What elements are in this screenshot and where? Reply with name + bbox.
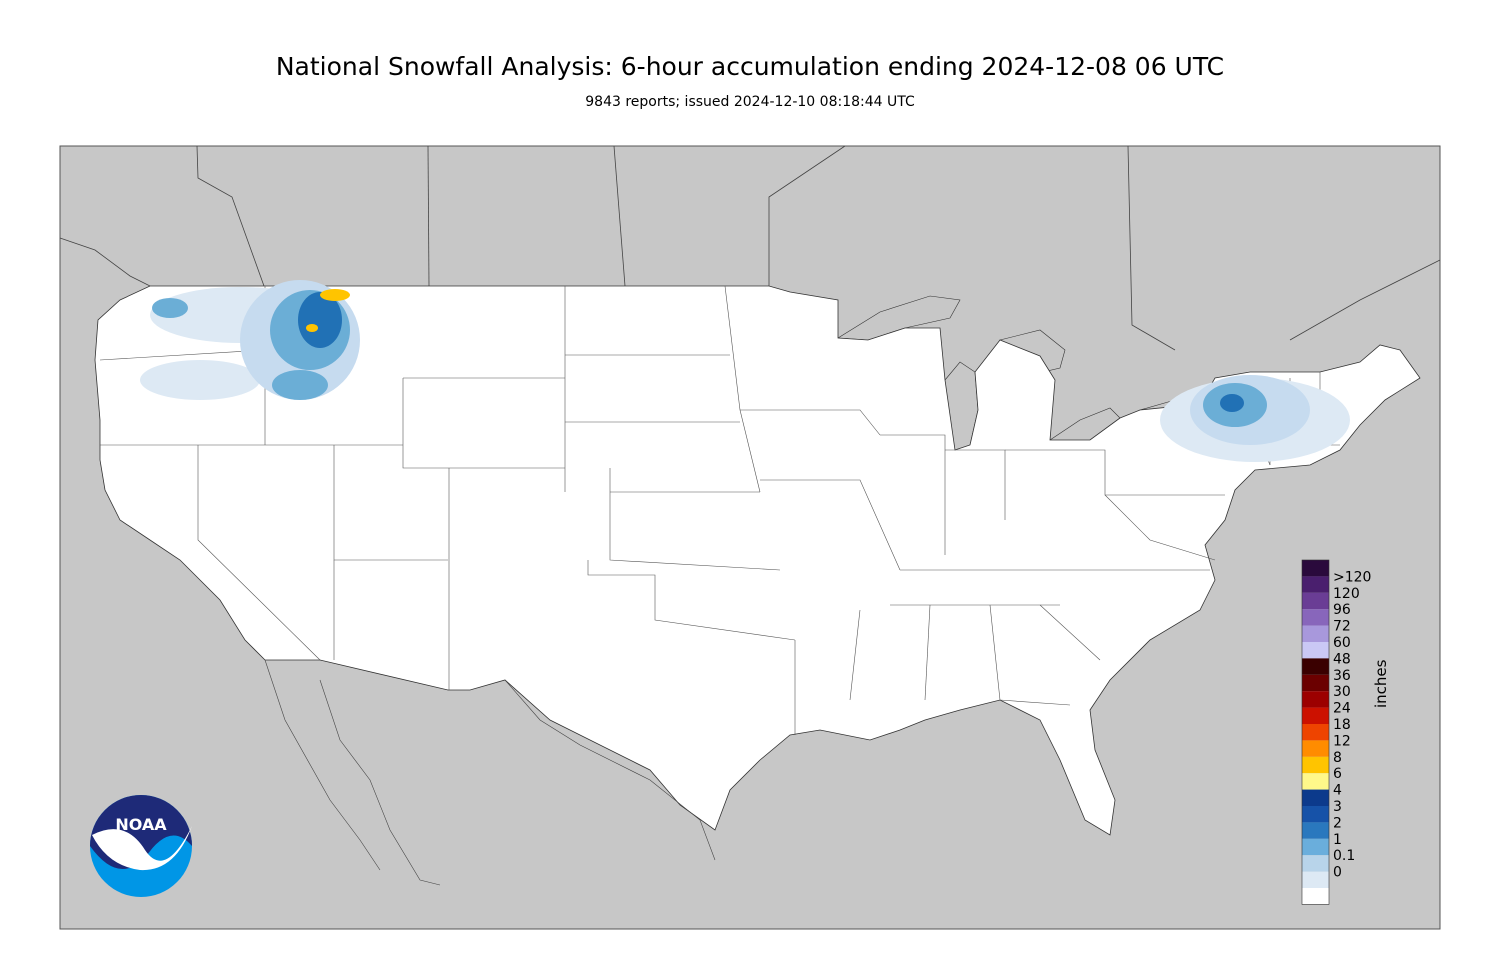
legend-tick-label: 2: [1333, 815, 1342, 831]
legend-swatch: [1302, 855, 1329, 872]
legend-tick-label: >120: [1333, 569, 1371, 585]
legend-tick-label: 96: [1333, 602, 1351, 618]
legend-swatch: [1302, 609, 1329, 626]
legend-swatch: [1302, 724, 1329, 741]
legend-tick-label: 72: [1333, 619, 1351, 635]
legend-tick-label: 3: [1333, 799, 1342, 815]
legend-swatch: [1302, 789, 1329, 806]
legend-tick-label: 8: [1333, 750, 1342, 766]
legend-swatch: [1302, 560, 1329, 577]
legend-tick-label: 30: [1333, 684, 1351, 700]
noaa-logo-text: NOAA: [115, 815, 167, 834]
legend-swatch: [1302, 707, 1329, 724]
legend-border: [1301, 559, 1330, 905]
mexico-coast: [264, 659, 716, 886]
legend-tick-label: 0.1: [1333, 848, 1355, 864]
legend-unit-label: inches: [1372, 659, 1390, 708]
legend-swatch: [1302, 674, 1329, 692]
snowfall-northeast: [1160, 375, 1350, 462]
legend-swatch: [1302, 625, 1329, 642]
legend-swatch: [1302, 592, 1329, 610]
legend-tick-label: 4: [1333, 783, 1342, 799]
legend-swatch: [1302, 871, 1329, 888]
legend-tick-label: 12: [1333, 733, 1351, 749]
legend-swatch: [1302, 642, 1329, 659]
legend-tick-label: 120: [1333, 586, 1360, 602]
legend-swatch: [1302, 740, 1329, 757]
legend-swatch: [1302, 838, 1329, 856]
noaa-logo-icon: NOAA: [90, 795, 192, 897]
legend-swatch: [1302, 773, 1329, 790]
legend-swatch: [1302, 691, 1329, 708]
legend-swatch: [1302, 888, 1329, 905]
legend-tick-label: 18: [1333, 717, 1351, 733]
legend-swatch: [1302, 756, 1329, 774]
legend-swatch: [1302, 658, 1329, 675]
legend-tick-label: 6: [1333, 766, 1342, 782]
legend-tick-label: 48: [1333, 651, 1351, 667]
legend-swatch: [1302, 576, 1329, 593]
legend-tick-label: 24: [1333, 701, 1351, 717]
legend-swatch: [1302, 806, 1329, 823]
map-subtitle: 9843 reports; issued 2024-12-10 08:18:44…: [585, 94, 915, 110]
conus-analysis-area: [94, 285, 1421, 836]
snowfall-northwest: [140, 280, 360, 400]
map-title: National Snowfall Analysis: 6-hour accum…: [275, 52, 1225, 81]
canada-borders: [59, 145, 1441, 351]
legend-tick-label: 1: [1333, 832, 1342, 848]
legend-tick-label: 36: [1333, 668, 1351, 684]
legend-tick-label: 60: [1333, 635, 1351, 651]
legend-swatch: [1302, 822, 1329, 839]
legend-tick-label: 0: [1333, 865, 1342, 881]
